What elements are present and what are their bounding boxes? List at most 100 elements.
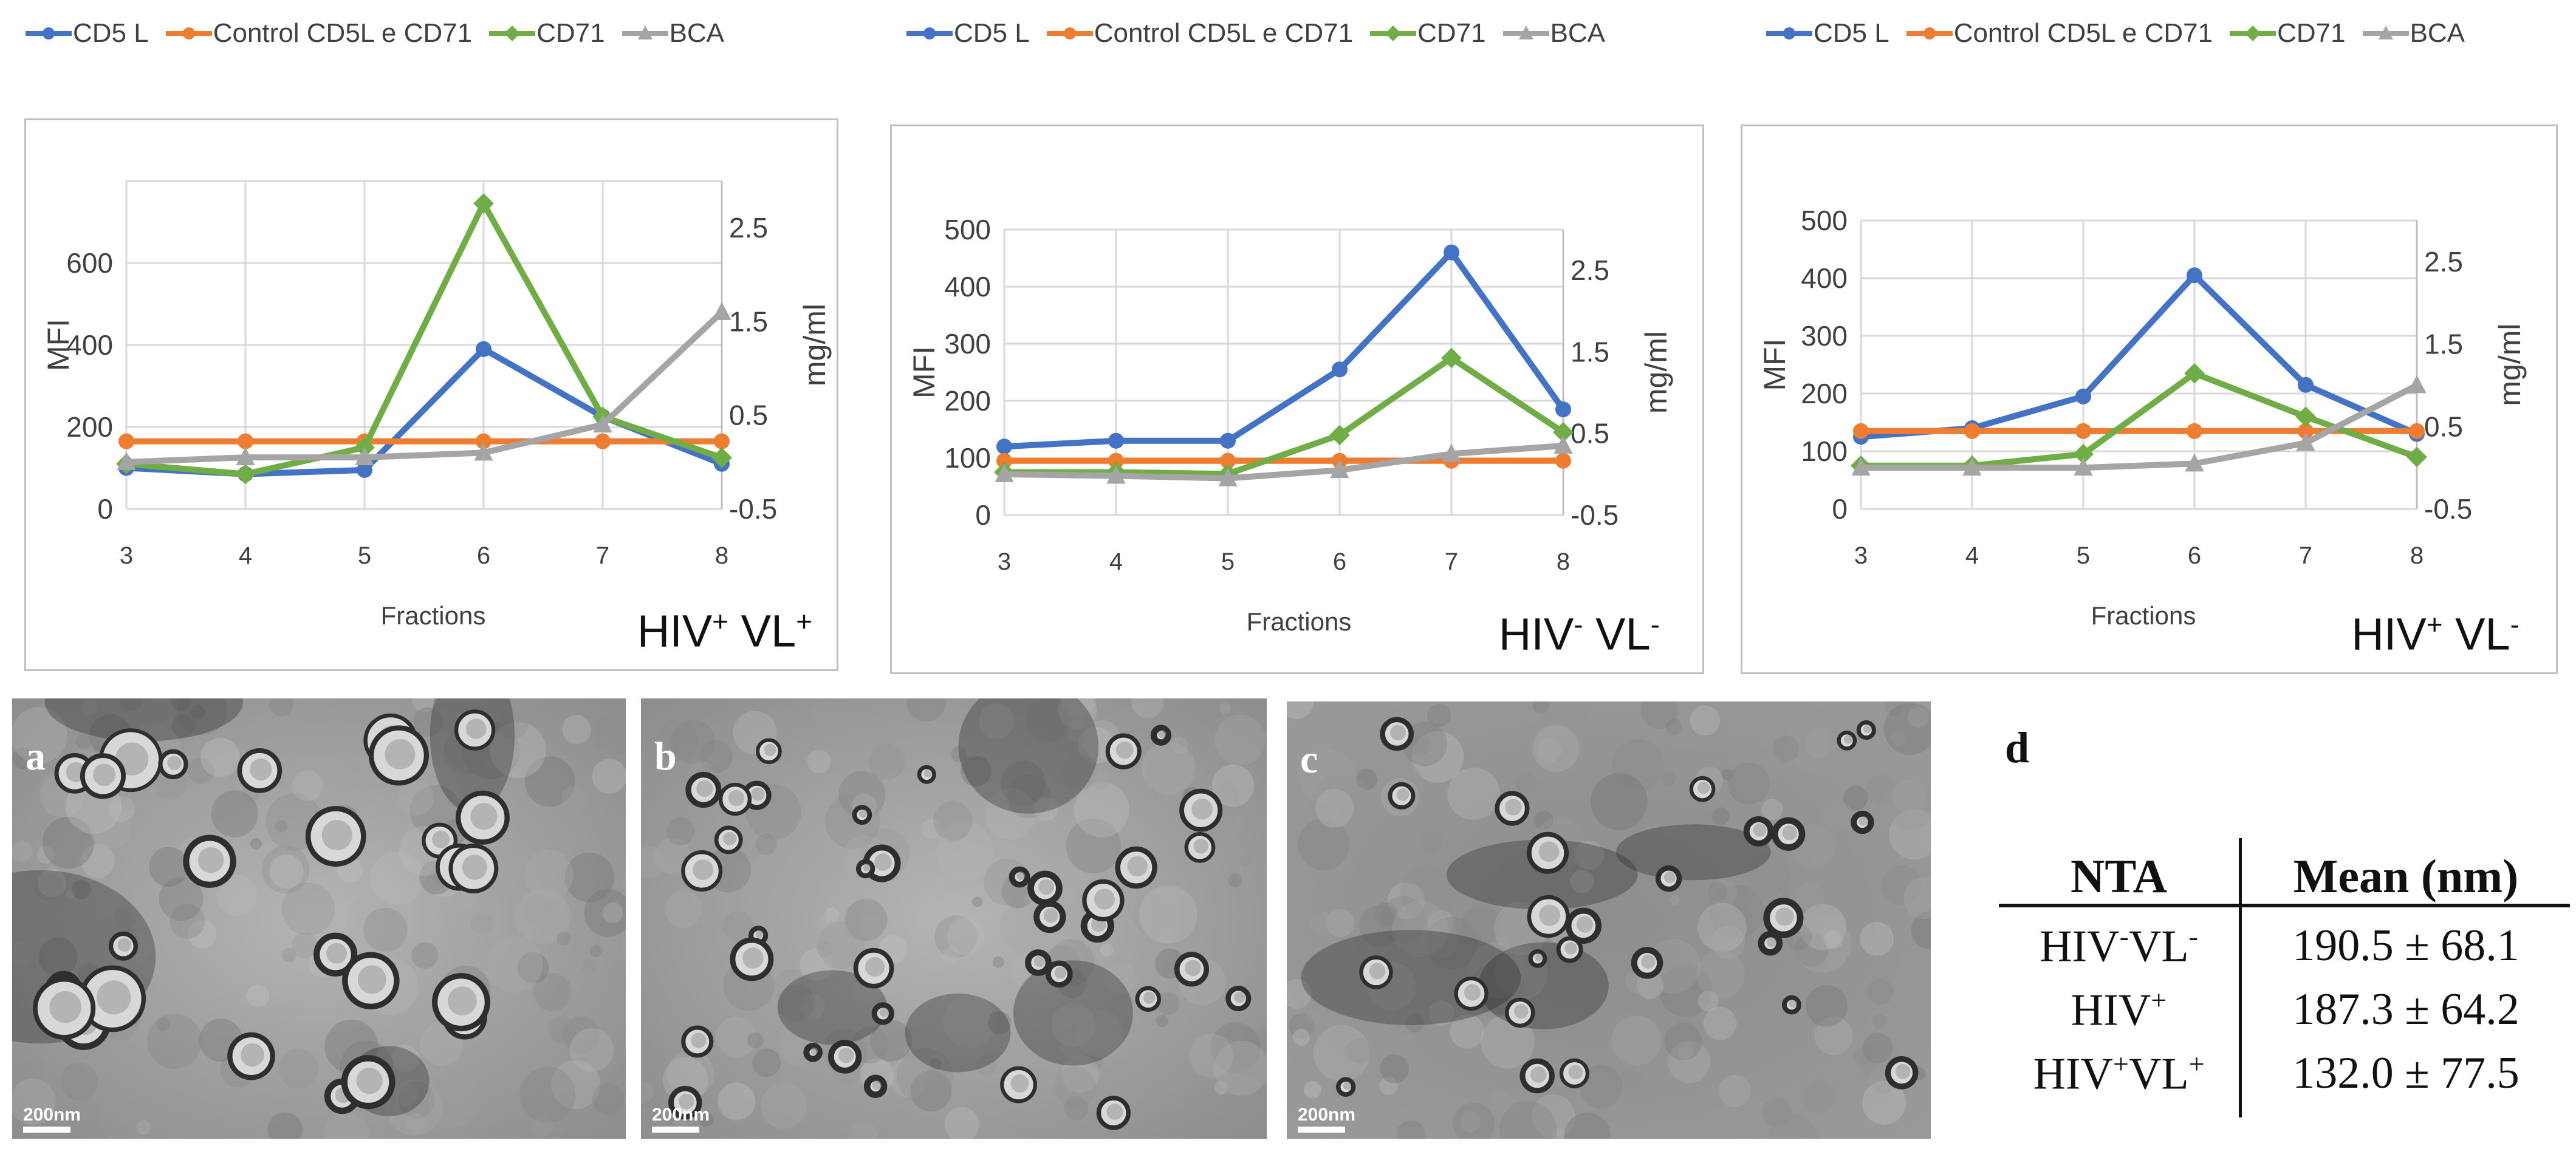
texture-blob [12, 841, 33, 862]
texture-blob [281, 947, 296, 963]
texture-blob [470, 912, 493, 935]
vesicle-core [1115, 741, 1134, 759]
x-tick-label: 5 [2077, 542, 2090, 569]
texture-blob [1867, 978, 1894, 1005]
legend-label: Control CD5L e CD71 [1953, 18, 2213, 48]
x-tick-label: 7 [1445, 548, 1458, 575]
y-tick-label: 300 [944, 328, 991, 360]
data-point [2409, 423, 2425, 439]
data-point [2187, 267, 2202, 284]
texture-blob [906, 698, 946, 722]
texture-blob [1318, 804, 1341, 828]
vesicle-core [1539, 904, 1561, 926]
legend-swatch [165, 27, 212, 39]
texture-blob [818, 916, 831, 930]
texture-blob [1659, 964, 1713, 1017]
vesicle-core [1568, 1065, 1583, 1080]
texture-blob [171, 714, 196, 738]
vesicle-core [751, 787, 765, 801]
data-point [476, 341, 492, 357]
data-point [1108, 452, 1124, 469]
texture-blob [1843, 785, 1868, 811]
vesicle-core [465, 718, 487, 739]
micrograph-a-scale-label: 200nm [23, 1105, 81, 1125]
texture-blob [1141, 741, 1196, 796]
texture-blob [773, 969, 812, 1008]
legend-label: CD71 [536, 18, 605, 48]
texture-blob [1235, 816, 1245, 827]
texture-blob [1664, 907, 1700, 943]
texture-blob [561, 785, 586, 811]
x-tick-label: 4 [1109, 548, 1123, 575]
legend-1: CD5 L Control CD5L e CD71 CD71 BCA [24, 12, 740, 55]
texture-blob [89, 807, 131, 850]
texture-blob [411, 698, 437, 712]
texture-blob [486, 936, 543, 993]
texture-blob [1156, 992, 1180, 1015]
data-point [595, 433, 611, 449]
legend-swatch [622, 26, 668, 39]
texture-blob [944, 1107, 979, 1139]
micrograph-c-scale-label: 200nm [1298, 1105, 1356, 1125]
legend-swatch [1766, 27, 1812, 39]
data-point [117, 451, 136, 470]
texture-blob [592, 759, 626, 794]
texture-blob [910, 1070, 952, 1112]
data-point [1220, 432, 1236, 449]
legend-swatch-marker [1518, 26, 1533, 39]
vesicle-core [1234, 991, 1245, 1003]
vesicle-core [1343, 1081, 1352, 1090]
vesicle-core [1191, 798, 1213, 820]
texture-blob [1501, 862, 1513, 875]
vesicle-core [1564, 942, 1577, 955]
vesicle-core [1094, 889, 1115, 910]
legend-swatch-marker [1385, 26, 1402, 41]
texture-blob [429, 1077, 480, 1128]
texture-blob [1574, 841, 1604, 870]
series-line [1001, 249, 1566, 450]
texture-blob [584, 889, 626, 937]
vesicle-core [356, 1068, 383, 1094]
texture-blob [1091, 772, 1110, 791]
texture-blob [1214, 714, 1266, 766]
data-point [1851, 457, 1871, 476]
texture-blob [1903, 877, 1931, 919]
texture-blob [868, 743, 905, 780]
vesicle-core [385, 739, 416, 769]
texture-blob [409, 785, 462, 837]
vesicle-core [97, 980, 131, 1015]
texture-blob [80, 844, 115, 878]
texture-blob [1408, 732, 1431, 756]
panel-d-letter: d [2005, 723, 2030, 772]
vesicle-core [1641, 954, 1656, 969]
texture-blob [947, 917, 985, 955]
texture-blob [1862, 1080, 1906, 1125]
y2-axis-title: mg/ml [798, 304, 832, 386]
texture-blob [1228, 873, 1242, 888]
texture-blob [246, 984, 270, 1008]
y2-tick-label: 1.5 [1571, 336, 1609, 367]
texture-blob [524, 756, 575, 807]
legend-label: CD71 [2277, 18, 2346, 48]
texture-blob [1058, 698, 1097, 729]
texture-blob [1620, 1067, 1643, 1090]
data-point [2298, 423, 2314, 439]
legend-swatch-marker [1783, 27, 1795, 39]
table-header-nta: NTA [2071, 850, 2167, 902]
vesicle-core [1538, 841, 1560, 862]
texture-blob [1189, 1033, 1233, 1078]
texture-blob [557, 931, 571, 946]
vesicle-core [1369, 963, 1386, 980]
texture-blob [1532, 725, 1580, 773]
texture-blob [109, 796, 135, 822]
vesicle-core [1054, 966, 1067, 979]
texture-blob [12, 707, 67, 764]
data-point [2296, 432, 2315, 451]
table-vertical-rule [2239, 838, 2242, 1117]
texture-blob [1210, 1022, 1261, 1073]
legend-swatch [2362, 26, 2409, 39]
texture-blob [1860, 922, 1894, 956]
texture-blob [800, 994, 825, 1020]
texture-blob [1380, 1054, 1410, 1083]
vesicle-core [1895, 1063, 1911, 1079]
